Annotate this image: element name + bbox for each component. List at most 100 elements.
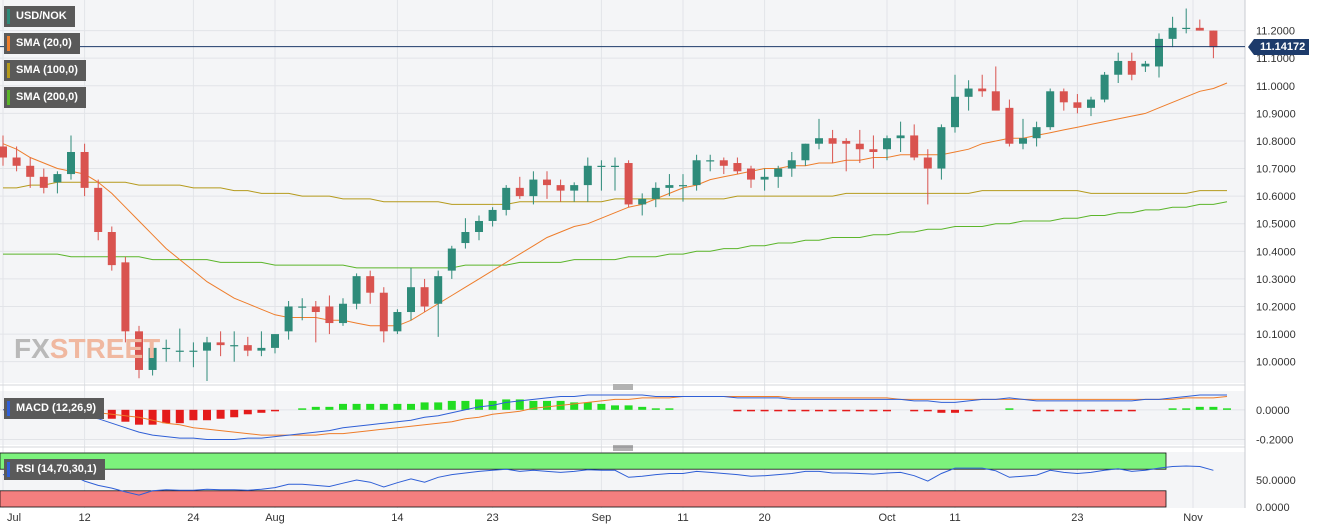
macd-histogram-bar — [366, 403, 375, 410]
macd-histogram-bar — [271, 409, 279, 412]
candle-body — [461, 232, 470, 244]
fxstreet-watermark: FXSTREET — [14, 333, 161, 364]
macd-histogram-bar — [325, 406, 334, 410]
macd-histogram-bar — [869, 409, 878, 412]
candle-body — [1087, 99, 1095, 108]
candle-body — [393, 312, 402, 332]
sma20-tag[interactable]: SMA (20,0) — [4, 33, 80, 54]
candle-body — [12, 157, 21, 166]
panel-resize-handle-bottom[interactable] — [613, 445, 633, 451]
main-panel-bg — [0, 0, 1245, 383]
x-tick-label: 23 — [1071, 512, 1083, 524]
y-tick-label: 10.5000 — [1256, 219, 1296, 231]
symbol-tag[interactable]: USD/NOK — [4, 6, 75, 27]
rsi-tick-label: 50.0000 — [1256, 475, 1296, 487]
x-tick-label: 14 — [391, 512, 403, 524]
y-tick-label: 11.1000 — [1256, 53, 1295, 65]
candle-body — [719, 160, 728, 166]
y-tick-label: 10.2000 — [1256, 302, 1296, 314]
x-tick-label: Sep — [592, 512, 612, 524]
candle-body — [257, 347, 266, 351]
y-tick-label: 11.0000 — [1256, 81, 1295, 93]
macd-histogram-bar — [420, 402, 429, 410]
candle-body — [679, 185, 687, 187]
candle-body — [325, 306, 334, 324]
candle-body — [883, 138, 891, 150]
macd-histogram-bar — [529, 400, 538, 410]
candle-body — [638, 198, 647, 205]
macd-tick-label: -0.2000 — [1256, 435, 1293, 447]
macd-histogram-bar — [1195, 406, 1204, 410]
candle-body — [774, 168, 783, 177]
macd-histogram-bar — [379, 403, 388, 410]
axis-labels: 11.2000 11.1000 11.0000 10.9000 10.8000 10.70… — [7, 26, 1296, 524]
candle-body — [67, 151, 75, 175]
y-tick-label: 10.3000 — [1256, 274, 1296, 286]
candle-body — [1100, 74, 1109, 100]
macd-histogram-bar — [230, 409, 239, 418]
candle-body — [311, 306, 320, 313]
macd-label: MACD (12,26,9) — [16, 402, 97, 414]
macd-histogram-bar — [787, 409, 796, 412]
macd-histogram-bar — [665, 408, 674, 410]
candle-body — [203, 342, 211, 351]
candle-body — [271, 334, 279, 348]
candle-body — [420, 287, 429, 307]
candle-body — [0, 146, 7, 158]
macd-histogram-bar — [1223, 408, 1231, 410]
candle-body — [434, 276, 443, 304]
macd-histogram-bar — [1100, 409, 1109, 412]
macd-tick-label: 0.0000 — [1256, 405, 1290, 417]
candle-body — [447, 248, 456, 271]
macd-histogram-bar — [733, 409, 742, 412]
macd-tag[interactable]: MACD (12,26,9) — [4, 398, 105, 419]
macd-histogram-bar — [1059, 409, 1068, 412]
macd-histogram-bar — [515, 399, 524, 410]
macd-histogram-bar — [339, 403, 347, 410]
candle-body — [1073, 102, 1082, 108]
candle-body — [896, 135, 905, 139]
y-tick-label: 10.6000 — [1256, 191, 1296, 203]
candlesticks — [0, 8, 1218, 381]
sma100-tag[interactable]: SMA (100,0) — [4, 60, 86, 81]
candle-body — [570, 185, 579, 191]
rsi-tag[interactable]: RSI (14,70,30,1) — [4, 459, 105, 480]
macd-histogram-bar — [815, 409, 823, 412]
x-tick-label: 24 — [187, 512, 199, 524]
y-tick-label: 10.7000 — [1256, 164, 1296, 176]
x-tick-label: 20 — [758, 512, 770, 524]
candle-body — [1019, 138, 1027, 144]
candle-body — [1209, 30, 1218, 48]
macd-histogram-bar — [923, 409, 932, 412]
candle-body — [651, 187, 660, 199]
rsi-bands — [0, 452, 1167, 508]
macd-histogram-bar — [611, 405, 619, 410]
rsi-overbought-band — [0, 452, 1167, 470]
macd-histogram-bar — [583, 402, 592, 410]
candle-body — [910, 135, 919, 158]
macd-histogram-bar — [1114, 409, 1123, 412]
x-tick-label: Oct — [878, 512, 895, 524]
candle-body — [379, 292, 388, 332]
macd-histogram-bar — [162, 409, 171, 424]
macd-histogram-bar — [461, 400, 470, 410]
panel-resize-handle-top[interactable] — [613, 384, 633, 390]
macd-histogram-bar — [855, 409, 864, 412]
sma200-tag[interactable]: SMA (200,0) — [4, 87, 86, 108]
macd-histogram-bar — [475, 399, 483, 410]
candle-body — [665, 185, 674, 188]
macd-histogram-bar — [311, 406, 320, 410]
macd-histogram-bar — [407, 403, 415, 410]
candle-body — [597, 165, 606, 167]
candle-body — [692, 160, 701, 186]
current-price-tag: 11.14172 — [1247, 38, 1310, 55]
candle-body — [352, 276, 361, 304]
y-tick-label: 10.8000 — [1256, 136, 1296, 148]
candle-body — [556, 185, 565, 191]
y-tick-label: 10.1000 — [1256, 329, 1296, 341]
macd-histogram-bar — [828, 409, 837, 412]
candle-body — [869, 149, 878, 152]
candle-body — [39, 176, 48, 188]
macd-histogram-bar — [570, 402, 579, 410]
x-tick-label: 11 — [949, 512, 960, 524]
